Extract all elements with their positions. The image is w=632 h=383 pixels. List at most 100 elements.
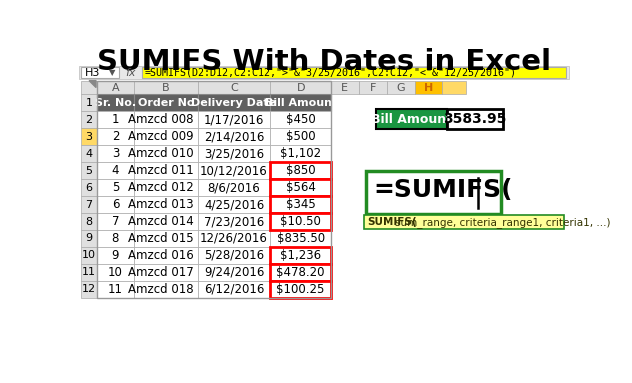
- Text: SUMIFS With Dates in Excel: SUMIFS With Dates in Excel: [97, 48, 551, 76]
- Text: 5: 5: [112, 181, 119, 194]
- Bar: [270, 281, 331, 298]
- Bar: [270, 264, 331, 281]
- Text: 8: 8: [112, 232, 119, 245]
- Bar: [364, 215, 564, 229]
- Text: $500: $500: [286, 130, 315, 143]
- Text: E: E: [341, 83, 348, 93]
- Text: 12: 12: [82, 284, 96, 294]
- Text: 3/25/2016: 3/25/2016: [204, 147, 264, 160]
- Bar: [270, 196, 331, 213]
- Text: 6/12/2016: 6/12/2016: [204, 283, 264, 296]
- Text: 2: 2: [112, 130, 119, 143]
- Bar: [198, 128, 270, 145]
- Text: sum_range, criteria_range1, criteria1, ...): sum_range, criteria_range1, criteria1, .…: [395, 217, 611, 228]
- Text: 9/24/2016: 9/24/2016: [204, 266, 264, 279]
- Text: Amzcd 008: Amzcd 008: [128, 113, 193, 126]
- Bar: [82, 264, 97, 281]
- Text: 10: 10: [82, 250, 96, 260]
- Text: 12/26/2016: 12/26/2016: [200, 232, 268, 245]
- Text: 9: 9: [85, 234, 93, 244]
- Bar: [270, 179, 331, 196]
- Bar: [198, 80, 270, 95]
- Text: 5: 5: [85, 166, 92, 176]
- Bar: [270, 281, 331, 298]
- Text: 4/25/2016: 4/25/2016: [204, 198, 264, 211]
- Bar: [359, 80, 387, 95]
- Text: 1/17/2016: 1/17/2016: [204, 113, 264, 126]
- Text: Amzcd 018: Amzcd 018: [128, 283, 193, 296]
- Text: 9: 9: [112, 249, 119, 262]
- Text: Amzcd 015: Amzcd 015: [128, 232, 193, 245]
- Text: 11: 11: [108, 283, 123, 296]
- Text: 8: 8: [85, 216, 93, 226]
- Text: $478.20: $478.20: [276, 266, 325, 279]
- Bar: [134, 230, 198, 247]
- Text: Amzcd 017: Amzcd 017: [128, 266, 193, 279]
- Bar: [270, 128, 331, 145]
- Bar: [270, 213, 331, 230]
- Text: 8/6/2016: 8/6/2016: [208, 181, 260, 194]
- Text: D: D: [296, 83, 305, 93]
- Text: Amzcd 014: Amzcd 014: [128, 215, 193, 228]
- Text: ▼: ▼: [109, 68, 116, 77]
- Bar: [198, 95, 270, 111]
- Text: SUMIFS(: SUMIFS(: [367, 217, 417, 227]
- Bar: [270, 95, 331, 111]
- Text: F: F: [370, 83, 376, 93]
- Text: $1,102: $1,102: [280, 147, 321, 160]
- Bar: [198, 264, 270, 281]
- Bar: [82, 128, 97, 145]
- Text: 1: 1: [112, 113, 119, 126]
- Text: =SUMIFS(D2:D12,C2:C12,">"&"3/25/2016",C2:C12,"<"&"12/25/2016"): =SUMIFS(D2:D12,C2:C12,">"&"3/25/2016",C2…: [145, 67, 517, 77]
- Text: $100.25: $100.25: [276, 283, 325, 296]
- Bar: [270, 213, 331, 230]
- Text: 4: 4: [85, 149, 93, 159]
- Text: $450: $450: [286, 113, 315, 126]
- Bar: [134, 162, 198, 179]
- Bar: [270, 230, 331, 247]
- Bar: [82, 179, 97, 196]
- Bar: [198, 213, 270, 230]
- Text: G: G: [396, 83, 405, 93]
- Bar: [97, 80, 134, 95]
- Text: Order No: Order No: [138, 98, 194, 108]
- Bar: [82, 247, 97, 264]
- Text: 2: 2: [85, 115, 93, 125]
- Bar: [97, 111, 134, 128]
- Bar: [270, 145, 331, 162]
- Text: $564: $564: [286, 181, 315, 194]
- Bar: [270, 80, 331, 95]
- Bar: [134, 128, 198, 145]
- Text: H3: H3: [85, 67, 100, 77]
- Bar: [97, 80, 331, 298]
- Bar: [447, 109, 503, 129]
- Bar: [134, 80, 198, 95]
- Bar: [134, 281, 198, 298]
- Text: =SUMIFS(: =SUMIFS(: [374, 178, 513, 202]
- Bar: [82, 80, 97, 95]
- Bar: [97, 162, 134, 179]
- Bar: [387, 80, 415, 95]
- Bar: [82, 111, 97, 128]
- Bar: [79, 66, 569, 79]
- Bar: [82, 281, 97, 298]
- Bar: [134, 145, 198, 162]
- Text: $10.50: $10.50: [280, 215, 321, 228]
- Bar: [270, 247, 331, 264]
- Text: fx: fx: [126, 67, 136, 77]
- Text: 3583.95: 3583.95: [443, 112, 507, 126]
- Text: C: C: [230, 83, 238, 93]
- Bar: [134, 95, 198, 111]
- Text: Amzcd 012: Amzcd 012: [128, 181, 193, 194]
- Text: 10/12/2016: 10/12/2016: [200, 164, 268, 177]
- Bar: [270, 162, 331, 179]
- Bar: [134, 213, 198, 230]
- Bar: [97, 128, 134, 145]
- Bar: [97, 196, 134, 213]
- Text: Amzcd 016: Amzcd 016: [128, 249, 193, 262]
- Text: 6: 6: [85, 183, 92, 193]
- Bar: [82, 67, 119, 78]
- Bar: [270, 264, 331, 281]
- Text: Amzcd 010: Amzcd 010: [128, 147, 193, 160]
- Bar: [82, 230, 97, 247]
